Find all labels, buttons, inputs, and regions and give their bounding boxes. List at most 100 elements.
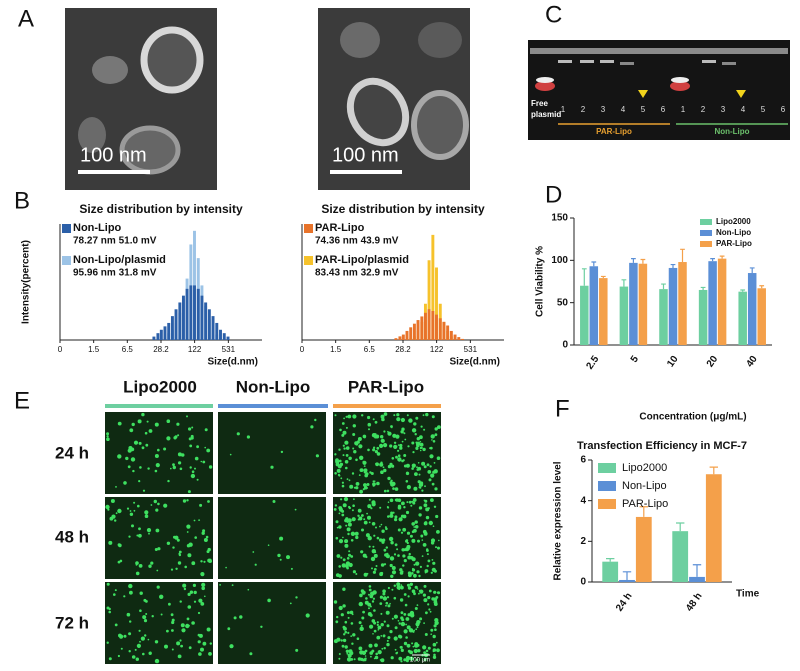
cell-dot (113, 593, 116, 596)
column-bar (218, 404, 328, 408)
cell-dot (190, 434, 194, 438)
y-axis-label: Cell Viability % (535, 246, 546, 317)
cell-dot (393, 614, 398, 619)
histogram-bar (420, 316, 424, 340)
cell-dot (367, 422, 372, 427)
cell-dot (207, 558, 212, 563)
cell-dot (374, 643, 378, 648)
cell-dot (355, 535, 359, 540)
cell-dot (197, 611, 201, 615)
bar (599, 278, 608, 345)
histogram-bar (204, 302, 208, 340)
cell-dot (342, 444, 345, 447)
cell-dot (420, 425, 423, 428)
histogram-bar (442, 321, 446, 340)
cell-dot (408, 552, 411, 556)
cell-dot (404, 438, 407, 441)
cell-dot (133, 440, 139, 445)
cell-dot (219, 584, 222, 586)
cell-dot (107, 508, 110, 511)
legend-swatch (304, 224, 313, 233)
cell-dot (187, 605, 192, 609)
cell-dot (340, 639, 343, 642)
cell-dot (394, 487, 399, 491)
cell-dot (305, 613, 310, 618)
cell-dot (397, 620, 400, 622)
cell-dot (427, 646, 431, 650)
cell-dot (413, 486, 418, 491)
x-axis-label: Time (736, 589, 760, 600)
cell-dot (341, 644, 345, 648)
cell-dot (130, 457, 136, 462)
cell-dot (208, 652, 212, 656)
cell-dot (434, 628, 437, 631)
cell-dot (143, 598, 147, 602)
cell-dot (352, 504, 355, 508)
cell-dot (341, 509, 345, 513)
cell-dot (379, 462, 384, 467)
cell-dot (367, 504, 372, 509)
cell-dot (144, 510, 149, 515)
cell-dot (347, 631, 350, 635)
cell-dot (427, 596, 431, 600)
cell-dot (383, 647, 386, 650)
cell-dot (170, 467, 172, 470)
cell-dot (334, 453, 337, 456)
cell-dot (376, 635, 381, 640)
cell-dot (204, 595, 206, 598)
cell-dot (367, 415, 371, 420)
cell-dot (407, 586, 412, 590)
cell-dot (375, 652, 379, 656)
cell-dot (338, 474, 341, 477)
legend-label: PAR-Lipo (315, 222, 365, 234)
cell-dot (315, 454, 319, 458)
cell-dot (186, 617, 190, 621)
cell-dot (344, 539, 349, 544)
cell-dot (431, 559, 434, 561)
cell-dot (419, 617, 423, 621)
cell-dot (403, 432, 406, 435)
cell-dot (347, 522, 352, 527)
cell-dot (127, 465, 131, 469)
cell-dot (367, 515, 371, 520)
histogram-bar (211, 316, 215, 340)
cell-dot (407, 445, 410, 448)
cell-dot (379, 525, 381, 528)
bar (717, 258, 727, 345)
cell-dot (138, 629, 141, 632)
error-bar (606, 558, 615, 562)
error-bar (670, 263, 676, 268)
cell-dot (135, 561, 139, 565)
cell-dot (106, 437, 110, 442)
cell-dot (355, 442, 359, 446)
cell-dot (390, 541, 394, 545)
cell-dot (433, 653, 436, 657)
cell-dot (379, 443, 384, 448)
cell-dot (123, 481, 127, 485)
fluorescence-image (105, 582, 213, 664)
cell-dot (148, 564, 152, 568)
histogram-bar (435, 267, 438, 340)
scale-bar-label: 100 nm (332, 144, 399, 166)
cell-dot (352, 570, 356, 574)
cell-dot (340, 498, 343, 501)
cell-dot (336, 554, 341, 558)
cell-dot (360, 657, 364, 662)
cell-dot (341, 484, 345, 488)
cell-dot (391, 617, 394, 620)
cell-dot (394, 648, 397, 651)
error-bar (749, 267, 755, 274)
cell-dot (414, 525, 419, 529)
cell-dot (433, 462, 436, 464)
cell-dot (207, 547, 211, 552)
cell-dot (376, 446, 380, 450)
cell-dot (193, 519, 196, 522)
cell-dot (380, 435, 384, 439)
cell-dot (365, 597, 368, 600)
cell-dot (231, 584, 234, 586)
cell-dot (227, 627, 231, 631)
cell-dot (414, 585, 418, 589)
cell-dot (125, 456, 129, 461)
cell-dot (416, 588, 419, 590)
cell-dot (414, 607, 418, 610)
